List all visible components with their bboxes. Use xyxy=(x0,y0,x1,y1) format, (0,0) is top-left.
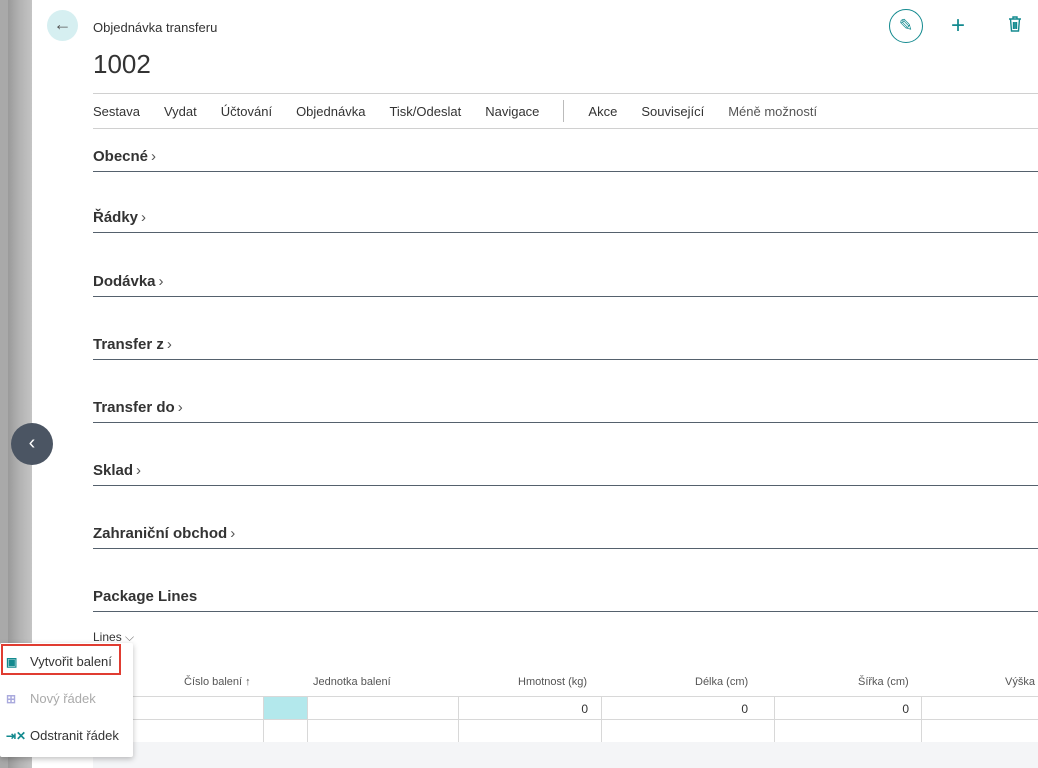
action-bar: Sestava Vydat Účtování Objednávka Tisk/O… xyxy=(93,100,841,122)
new-line-icon: ⊞ xyxy=(6,691,17,706)
cell-sirka[interactable]: 0 xyxy=(902,702,909,716)
menu-navigace[interactable]: Navigace xyxy=(485,104,540,119)
highlight-box xyxy=(1,644,121,675)
section-transfer-do[interactable]: Transfer do › xyxy=(93,399,1038,423)
chevron-right-icon: › xyxy=(151,148,157,165)
section-package-lines: Package Lines xyxy=(93,588,1038,612)
section-obecne[interactable]: Obecné › xyxy=(93,148,1038,172)
collapse-panel-button[interactable]: ‹ xyxy=(11,423,53,465)
menu-objednavka[interactable]: Objednávka xyxy=(296,104,366,119)
section-dodavka[interactable]: Dodávka › xyxy=(93,273,1038,297)
menu-item-novy-radek[interactable]: ⊞ Nový řádek xyxy=(6,691,96,706)
menu-akce[interactable]: Akce xyxy=(588,104,618,119)
menu-sestava[interactable]: Sestava xyxy=(93,104,140,119)
lines-dropdown-menu: ▣ Vytvořit balení ⊞ Nový řádek ⇥✕ Odstranit… xyxy=(0,643,133,757)
column-header-vyska[interactable]: Výška (cm) xyxy=(1005,676,1038,688)
sort-ascending-icon: ↑ xyxy=(245,676,251,688)
column-header-jednotka-baleni[interactable]: Jednotka balení xyxy=(313,676,391,688)
chevron-down-icon: ⌵ xyxy=(121,630,135,644)
new-button[interactable]: + xyxy=(951,12,965,40)
chevron-right-icon: › xyxy=(230,525,236,542)
arrow-left-icon: ← xyxy=(53,14,72,34)
selected-cell[interactable] xyxy=(264,697,307,719)
edit-button[interactable]: ✎ xyxy=(889,9,923,43)
column-header-delka[interactable]: Délka (cm) xyxy=(695,676,749,688)
divider xyxy=(93,128,1038,129)
section-zahranicni-obchod[interactable]: Zahraniční obchod › xyxy=(93,525,1038,549)
chevron-right-icon: › xyxy=(166,336,172,353)
section-sklad[interactable]: Sklad › xyxy=(93,462,1038,486)
delete-button[interactable] xyxy=(1008,16,1022,37)
chevron-right-icon: › xyxy=(158,273,164,290)
lines-menu[interactable]: Lines ⌵ xyxy=(93,630,135,644)
table-row[interactable] xyxy=(93,697,1038,720)
column-divider xyxy=(921,697,922,742)
section-transfer-z[interactable]: Transfer z › xyxy=(93,336,1038,360)
section-radky[interactable]: Řádky › xyxy=(93,209,1038,233)
column-header-hmotnost[interactable]: Hmotnost (kg) xyxy=(518,676,588,688)
column-header-sirka[interactable]: Šířka (cm) xyxy=(858,676,909,688)
chevron-right-icon: › xyxy=(177,399,183,416)
delete-line-icon: ⇥✕ xyxy=(6,728,27,743)
menu-uctovani[interactable]: Účtování xyxy=(220,104,273,119)
page-title: 1002 xyxy=(93,49,151,79)
column-divider xyxy=(774,697,775,742)
edit-icon: ✎ xyxy=(898,16,914,35)
cell-hmotnost[interactable]: 0 xyxy=(581,702,588,716)
column-divider xyxy=(601,697,602,742)
cell-delka[interactable]: 0 xyxy=(741,702,748,716)
menu-souvisejici[interactable]: Související xyxy=(641,104,705,119)
column-header-cislo-baleni[interactable]: Číslo balení ↑ xyxy=(184,676,251,688)
column-divider xyxy=(458,697,459,742)
menu-less-options[interactable]: Méně možností xyxy=(728,104,818,119)
create-package-icon: ▣ xyxy=(6,654,18,669)
trash-icon xyxy=(1009,16,1021,32)
back-button[interactable]: ← xyxy=(47,10,78,41)
menu-item-vytvorit-baleni[interactable]: ▣ Vytvořit balení xyxy=(6,654,112,669)
divider xyxy=(93,93,1038,94)
table-footer-area xyxy=(93,742,1038,768)
chevron-right-icon: › xyxy=(136,462,142,479)
menu-vydat[interactable]: Vydat xyxy=(163,104,197,119)
plus-icon: + xyxy=(951,12,966,39)
chevron-right-icon: › xyxy=(141,209,147,226)
chevron-left-icon: ‹ xyxy=(28,432,36,454)
column-divider xyxy=(263,697,264,742)
page-caption: Objednávka transferu xyxy=(93,20,218,35)
menu-item-odstranit-radek[interactable]: ⇥✕ Odstranit řádek xyxy=(6,728,119,743)
background-strip xyxy=(0,0,32,768)
menu-separator xyxy=(563,100,565,122)
table-row[interactable] xyxy=(93,720,1038,743)
table-header-row xyxy=(93,674,1038,697)
column-divider xyxy=(307,697,308,742)
menu-tisk-odeslat[interactable]: Tisk/Odeslat xyxy=(389,104,462,119)
